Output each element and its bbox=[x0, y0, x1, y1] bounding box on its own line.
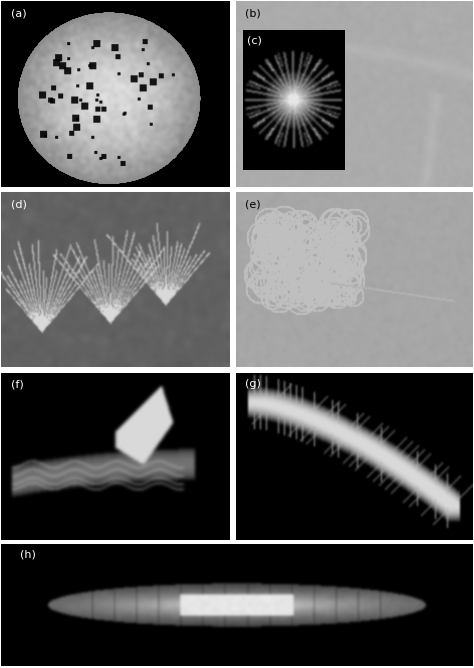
Text: (h): (h) bbox=[20, 549, 36, 559]
Text: (b): (b) bbox=[245, 9, 261, 19]
Text: (g): (g) bbox=[245, 379, 261, 389]
Text: (f): (f) bbox=[10, 379, 23, 389]
Text: (e): (e) bbox=[245, 199, 261, 209]
Text: (a): (a) bbox=[10, 9, 26, 19]
Text: (c): (c) bbox=[247, 35, 262, 45]
Text: (d): (d) bbox=[10, 199, 27, 209]
